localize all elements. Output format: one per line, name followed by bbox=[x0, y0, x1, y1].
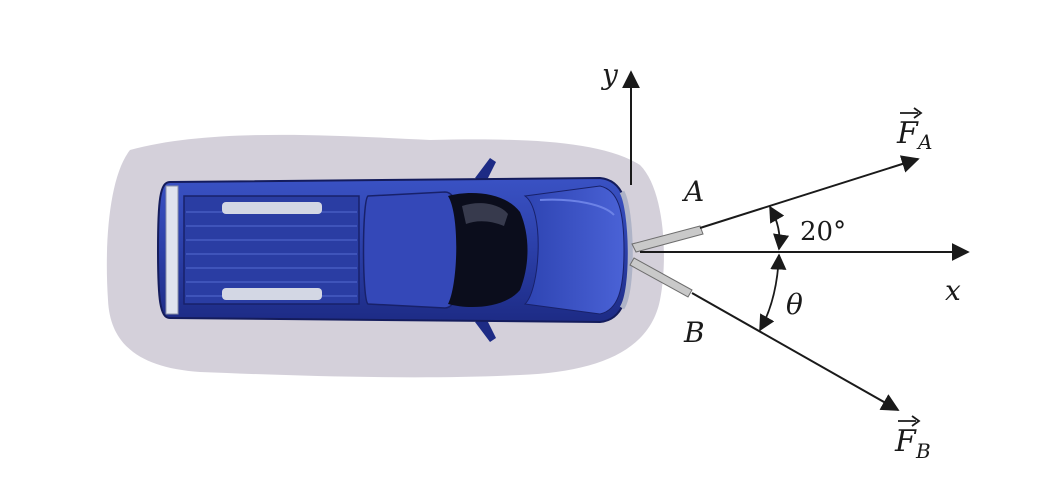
pickup-truck bbox=[156, 158, 704, 342]
point-b-label: B bbox=[683, 316, 705, 349]
force-a-arrow bbox=[699, 155, 920, 229]
force-a-label: F A bbox=[896, 107, 932, 154]
svg-text:A: A bbox=[916, 130, 932, 154]
force-b-arrow bbox=[691, 292, 900, 411]
svg-text:B: B bbox=[915, 439, 931, 463]
angle-theta-arc bbox=[759, 253, 787, 332]
y-axis-label: y bbox=[600, 58, 619, 91]
point-a-label: A bbox=[681, 175, 704, 208]
angle-20-arc bbox=[769, 205, 790, 251]
angle-theta-label: θ bbox=[786, 288, 803, 321]
svg-text:F: F bbox=[894, 424, 917, 459]
angle-20-label: 20° bbox=[800, 217, 846, 247]
force-b-label: F B bbox=[894, 415, 931, 463]
svg-text:F: F bbox=[896, 116, 919, 151]
x-axis-label: x bbox=[945, 274, 961, 307]
